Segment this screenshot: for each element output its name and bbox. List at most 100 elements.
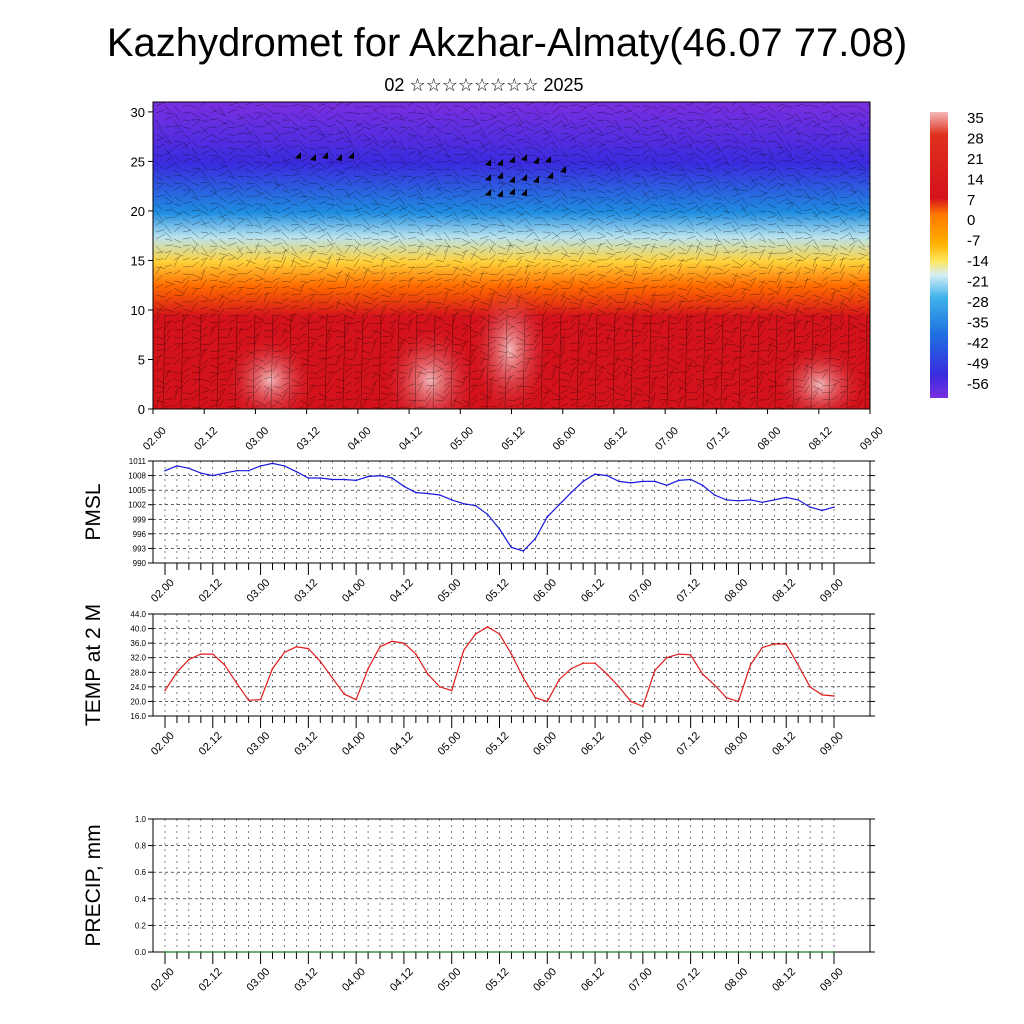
y-tick-label: 1011 — [129, 457, 147, 466]
x-tick-label: 03.00 — [243, 425, 271, 453]
data-point — [833, 951, 835, 953]
cross-section-plot-area — [153, 102, 870, 409]
x-tick-label: 08.12 — [770, 966, 798, 994]
data-point — [606, 474, 608, 477]
wind-pennant-13 — [509, 176, 515, 183]
y-tick-label: 20.0 — [130, 697, 146, 706]
colorbar-label: -7 — [967, 233, 980, 250]
y-tick-label: 996 — [133, 530, 147, 539]
x-tick-label: 06.12 — [579, 577, 607, 605]
data-point — [319, 660, 322, 663]
x-tick-label: 06.12 — [602, 425, 630, 453]
data-point — [773, 643, 776, 645]
y-axis-label: PMSL — [82, 483, 105, 540]
data-point — [606, 673, 608, 675]
data-point — [821, 694, 823, 696]
data-point — [247, 469, 250, 472]
x-tick-label: 05.12 — [483, 577, 511, 605]
x-tick-label: 05.12 — [483, 730, 511, 758]
wind-pennant-10 — [545, 156, 551, 163]
wind-pennant-16 — [547, 172, 553, 179]
data-point — [737, 700, 740, 703]
colorbar-label: -28 — [967, 294, 989, 311]
data-point — [689, 478, 692, 481]
y-tick-label: 1.0 — [135, 815, 147, 824]
x-tick-label: 08.00 — [722, 577, 750, 605]
data-point — [355, 479, 357, 482]
y-tick-label: 0.0 — [135, 948, 147, 957]
data-point — [749, 664, 752, 666]
data-point — [630, 700, 632, 703]
wind-barbs — [155, 102, 870, 409]
data-point — [665, 484, 668, 487]
data-point — [211, 653, 214, 655]
x-tick-label: 06.00 — [551, 425, 579, 453]
y-tick-label: 0.4 — [135, 895, 147, 904]
data-point — [785, 496, 788, 499]
x-tick-label: 04.00 — [346, 425, 374, 453]
data-point — [701, 484, 704, 487]
y-tick-label: 10 — [131, 303, 145, 318]
data-point — [785, 643, 788, 646]
y-tick-label: 1005 — [128, 486, 146, 495]
y-tick-label: 999 — [133, 515, 147, 524]
wind-pennant-8 — [521, 154, 527, 161]
data-point — [689, 654, 692, 656]
x-tick-label: 09.00 — [818, 577, 846, 605]
wind-pennant-0 — [295, 152, 301, 159]
data-point — [761, 501, 764, 504]
data-point — [188, 658, 190, 661]
data-point — [379, 645, 381, 648]
data-point — [247, 699, 250, 702]
x-tick-label: 02.00 — [149, 966, 177, 994]
data-point — [558, 503, 561, 506]
data-point — [164, 469, 166, 472]
x-tick-label: 08.12 — [770, 730, 798, 758]
data-point — [462, 502, 465, 505]
x-tick-label: 06.00 — [531, 730, 559, 758]
x-tick-label: 07.00 — [627, 730, 655, 758]
x-tick-label: 04.12 — [388, 966, 416, 994]
x-tick-label: 08.00 — [755, 425, 783, 453]
data-point — [534, 537, 537, 540]
wind-pennant-15 — [533, 176, 539, 183]
data-point — [534, 696, 537, 699]
x-tick-label: 05.12 — [483, 966, 511, 994]
data-point — [522, 676, 525, 679]
data-point — [677, 479, 680, 482]
y-tick-label: 44.0 — [130, 610, 146, 619]
data-point — [295, 470, 298, 473]
x-tick-label: 05.12 — [499, 425, 527, 453]
y-tick-label: 20 — [131, 204, 145, 219]
x-tick-label: 02.00 — [149, 577, 177, 605]
x-tick-label: 03.00 — [244, 577, 272, 605]
wind-pennant-1 — [310, 154, 316, 161]
data-point — [713, 494, 716, 496]
y-tick-label: 1002 — [128, 501, 146, 510]
data-point — [749, 499, 752, 501]
colorbar-label: -14 — [967, 253, 989, 270]
y-tick-label: 36.0 — [130, 639, 146, 648]
low-level-barbs — [162, 313, 868, 409]
data-point — [546, 516, 549, 518]
wind-pennant-6 — [497, 159, 503, 166]
x-tick-label: 07.12 — [675, 577, 703, 605]
y-tick-label: 16.0 — [130, 712, 146, 721]
data-point — [271, 462, 274, 465]
data-point — [809, 686, 811, 688]
data-point — [295, 645, 298, 648]
colorbar-fill — [930, 112, 948, 398]
wind-pennant-18 — [485, 189, 491, 196]
x-tick-label: 08.12 — [770, 577, 798, 605]
colorbar-label: 0 — [967, 212, 975, 229]
data-point — [498, 633, 501, 635]
y-tick-label: 0.2 — [135, 921, 147, 930]
data-point — [642, 480, 644, 483]
data-point — [379, 474, 381, 477]
wind-pennant-9 — [533, 157, 539, 164]
x-tick-label: 05.00 — [436, 730, 464, 758]
data-point — [642, 705, 644, 708]
data-point — [259, 698, 262, 701]
colorbar-label: -35 — [967, 314, 989, 331]
wind-pennant-14 — [521, 174, 527, 181]
